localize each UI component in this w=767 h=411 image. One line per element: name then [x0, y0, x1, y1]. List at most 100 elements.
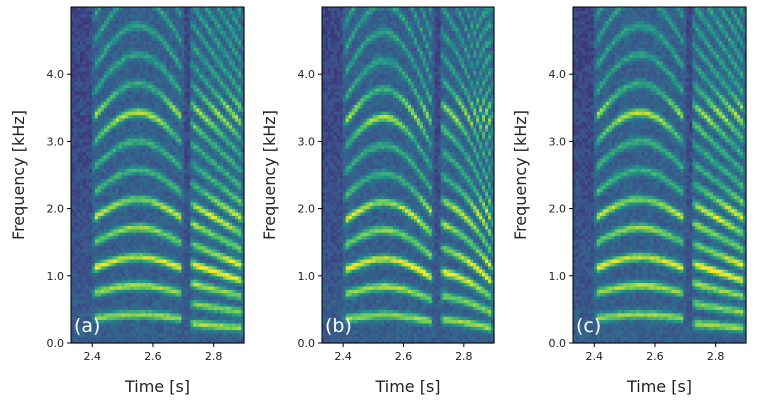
heatmap-cell — [79, 111, 84, 116]
heatmap-cell — [181, 57, 185, 62]
heatmap-cell — [148, 144, 153, 149]
heatmap-cell — [181, 302, 185, 307]
heatmap-cell — [148, 339, 153, 344]
heatmap-cell — [71, 74, 75, 79]
heatmap-cell — [169, 151, 174, 156]
heatmap-cell — [127, 312, 132, 317]
heatmap-cell — [97, 295, 102, 300]
heatmap-cell — [112, 23, 117, 28]
heatmap-cell — [71, 302, 75, 307]
heatmap-cell — [160, 205, 165, 210]
heatmap-cell — [112, 232, 117, 237]
heatmap-cell — [94, 168, 99, 173]
heatmap-cell — [85, 269, 90, 274]
heatmap-cell — [166, 336, 171, 341]
heatmap-cell — [124, 107, 129, 112]
heatmap-cell — [103, 336, 108, 341]
heatmap-cell — [109, 211, 114, 216]
heatmap-cell — [166, 148, 171, 153]
heatmap-cell — [130, 188, 135, 193]
heatmap-cell — [127, 134, 132, 139]
heatmap-cell — [71, 188, 75, 193]
heatmap-cell — [136, 80, 141, 85]
heatmap-cell — [118, 168, 123, 173]
heatmap-cell — [71, 30, 75, 35]
heatmap-cell — [106, 255, 111, 260]
heatmap-cell — [163, 332, 168, 337]
heatmap-cell — [154, 198, 159, 203]
heatmap-cell — [118, 285, 123, 290]
heatmap-cell — [97, 117, 102, 122]
heatmap-cell — [121, 124, 126, 129]
heatmap-cell — [175, 47, 179, 52]
heatmap-cell — [160, 309, 165, 314]
heatmap-cell — [181, 316, 185, 321]
heatmap-cell — [115, 57, 120, 62]
heatmap-cell — [76, 242, 81, 247]
heatmap-cell — [76, 319, 81, 324]
heatmap-cell — [71, 208, 75, 213]
heatmap-cell — [142, 70, 147, 75]
heatmap-cell — [73, 191, 78, 196]
heatmap-cell — [157, 37, 162, 42]
heatmap-cell — [103, 40, 108, 45]
heatmap-cell — [142, 218, 147, 223]
heatmap-cell — [112, 201, 117, 206]
heatmap-cell — [109, 309, 114, 314]
heatmap-cell — [181, 97, 185, 102]
heatmap-cell — [130, 111, 135, 116]
heatmap-cell — [106, 84, 111, 89]
heatmap-cell — [76, 282, 81, 287]
heatmap-cell — [103, 285, 108, 290]
heatmap-cell — [142, 309, 147, 314]
heatmap-cell — [163, 104, 168, 109]
heatmap-cell — [127, 23, 132, 28]
heatmap-cell — [85, 111, 90, 116]
heatmap-cell — [181, 70, 185, 75]
heatmap-cell — [97, 124, 102, 129]
heatmap-cell — [184, 265, 188, 270]
heatmap-cell — [160, 57, 165, 62]
heatmap-cell — [94, 107, 99, 112]
heatmap-cell — [79, 312, 84, 317]
heatmap-cell — [103, 319, 108, 324]
heatmap-cell — [127, 252, 132, 257]
heatmap-cell — [181, 121, 185, 126]
heatmap-cell — [151, 168, 156, 173]
heatmap-cell — [91, 30, 96, 35]
heatmap-cell — [184, 225, 188, 230]
heatmap-cell — [109, 252, 114, 257]
heatmap-cell — [73, 242, 78, 247]
heatmap-cell — [76, 97, 81, 102]
heatmap-cell — [97, 181, 102, 186]
heatmap-cell — [151, 295, 156, 300]
heatmap-cell — [148, 215, 153, 220]
heatmap-cell — [127, 279, 132, 284]
heatmap-cell — [97, 131, 102, 136]
heatmap-cell — [97, 7, 102, 11]
heatmap-cell — [82, 198, 87, 203]
heatmap-cell — [79, 151, 84, 156]
heatmap-cell — [169, 302, 174, 307]
heatmap-cell — [130, 265, 135, 270]
heatmap-cell — [151, 242, 156, 247]
heatmap-cell — [88, 181, 93, 186]
heatmap-cell — [148, 111, 153, 116]
heatmap-cell — [88, 74, 93, 79]
heatmap-cell — [151, 191, 156, 196]
heatmap-cell — [160, 188, 165, 193]
heatmap-cell — [178, 292, 182, 297]
heatmap-cell — [148, 168, 153, 173]
heatmap-cell — [91, 339, 96, 344]
heatmap-cell — [85, 60, 90, 65]
heatmap-cell — [145, 148, 150, 153]
heatmap-cell — [136, 57, 141, 62]
heatmap-cell — [82, 282, 87, 287]
heatmap-cell — [160, 164, 165, 169]
heatmap-cell — [166, 208, 171, 213]
heatmap-cell — [133, 84, 138, 89]
heatmap-cell — [121, 178, 126, 183]
heatmap-cell — [127, 141, 132, 146]
heatmap-cell — [160, 20, 165, 25]
heatmap-cell — [97, 211, 102, 216]
